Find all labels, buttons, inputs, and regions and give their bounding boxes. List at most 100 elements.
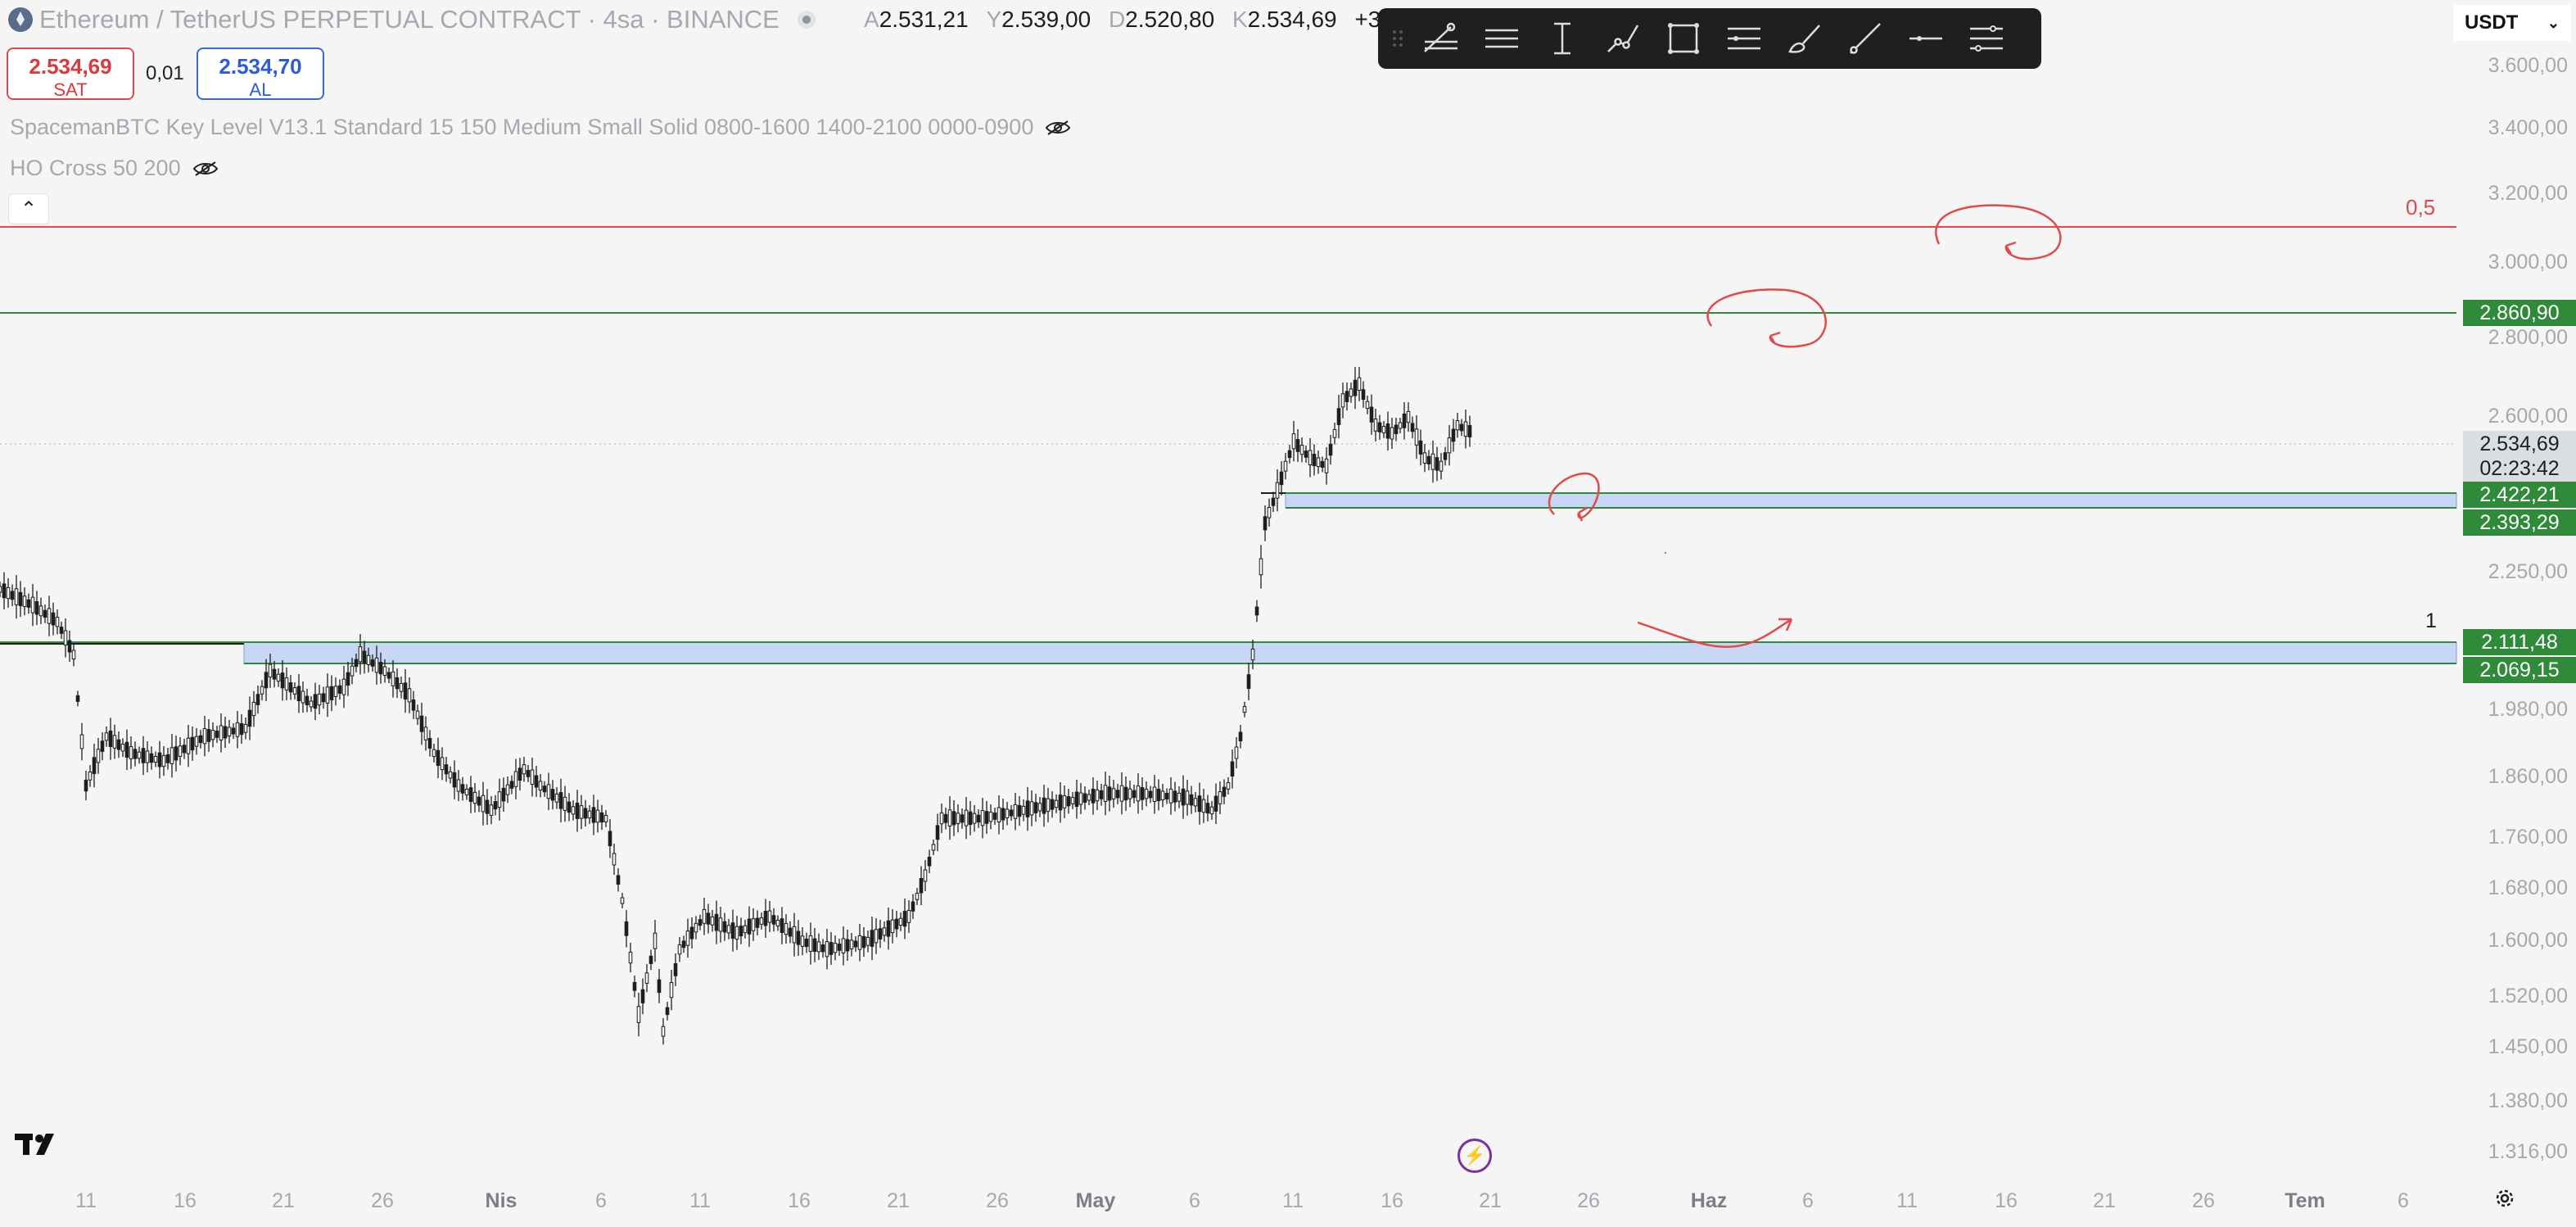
symbol-title[interactable]: Ethereum / TetherUS PERPETUAL CONTRACT ·… (39, 5, 780, 34)
candle-body (1349, 388, 1354, 397)
drawing-toolbar[interactable] (1378, 8, 2041, 69)
time-axis-label: 16 (788, 1189, 811, 1212)
candle-body (386, 672, 391, 679)
flash-icon[interactable]: ⚡ (1457, 1139, 1492, 1173)
candle-body (1357, 377, 1362, 392)
candle-body (882, 927, 887, 936)
candle-body (96, 749, 101, 763)
candle-body (911, 901, 915, 912)
candle-body (1213, 795, 1218, 812)
candle-body (1082, 793, 1087, 803)
candle-body (734, 926, 739, 940)
hidden-eye-icon[interactable] (192, 161, 219, 177)
candle-body (558, 792, 563, 809)
ohlc-readout: A2.531,21 Y2.539,00 D2.520,80 K2.534,69 … (864, 7, 1400, 32)
buy-button[interactable]: 2.534,70 AL (197, 48, 324, 100)
brush-icon[interactable] (1774, 8, 1835, 69)
candle-body (432, 749, 436, 758)
indicator-keylevel[interactable]: SpacemanBTC Key Level V13.1 Standard 15 … (10, 115, 1071, 140)
candle-body (640, 989, 645, 1003)
candle-body (223, 726, 228, 739)
horizontal-line-icon[interactable] (1896, 8, 1956, 69)
vertical-range-icon[interactable] (1532, 8, 1593, 69)
candle-body (685, 930, 690, 946)
candle-body (1402, 413, 1407, 428)
candle-body (612, 853, 617, 866)
zone-top-price-tag[interactable]: 2.422,21 (2463, 482, 2576, 508)
candle-body (63, 630, 68, 645)
multi-line-icon[interactable] (1714, 8, 1774, 69)
candle-body (1132, 790, 1137, 799)
gear-icon[interactable] (2492, 1186, 2517, 1211)
candle-body (1025, 800, 1030, 817)
price-axis-label: 1.316,00 (2488, 1140, 2568, 1163)
indicator-label[interactable]: HO Cross 50 200 (10, 156, 181, 180)
candle-body (186, 737, 191, 754)
price-axis-label: 1.680,00 (2488, 876, 2568, 899)
candle-body (194, 736, 199, 747)
candle-body (665, 1007, 670, 1016)
candle-body (1435, 457, 1439, 471)
candle-body (284, 677, 289, 690)
symbol-header[interactable]: Ethereum / TetherUS PERPETUAL CONTRACT ·… (8, 5, 816, 34)
candle-body (1189, 794, 1194, 806)
candle-body (1062, 795, 1067, 808)
candle-body (1336, 408, 1341, 425)
rectangle-icon[interactable] (1653, 8, 1714, 69)
candle-body (1087, 794, 1091, 801)
candle-body (890, 919, 895, 934)
candle-body (1058, 795, 1063, 811)
tradingview-logo-icon[interactable] (13, 1129, 66, 1166)
candle-body (346, 672, 350, 686)
candle-body (825, 941, 829, 958)
annotation-arrow (1637, 618, 1793, 649)
candle-body (722, 921, 727, 933)
trend-line-icon[interactable] (1411, 8, 1471, 69)
candle-body (677, 944, 682, 955)
level-price-tag[interactable]: 2.860,90 (2463, 300, 2576, 326)
candle-body (1283, 460, 1288, 472)
candle-body (1136, 786, 1141, 802)
candle-body (804, 938, 809, 948)
drag-handle-icon[interactable] (1390, 22, 1406, 55)
candle-body (1029, 801, 1034, 816)
time-axis-label: Tem (2285, 1189, 2325, 1212)
ray-icon[interactable] (1835, 8, 1896, 69)
parallel-lines-icon[interactable] (1471, 8, 1532, 69)
candle-body (784, 922, 789, 935)
candle-body (1001, 808, 1006, 821)
settings-lines-icon[interactable] (1956, 8, 2017, 69)
market-status-icon[interactable] (797, 11, 816, 29)
candle-body (317, 693, 322, 706)
candle-body (55, 617, 60, 627)
zone-bottom-price-tag[interactable]: 2.069,15 (2463, 657, 2576, 683)
indicator-label[interactable]: SpacemanBTC Key Level V13.1 Standard 15 … (10, 115, 1034, 139)
hidden-eye-icon[interactable] (1045, 120, 1071, 136)
candle-body (931, 844, 936, 851)
candle-body (1128, 788, 1132, 799)
candle-body (1103, 785, 1108, 802)
candle-body (1234, 746, 1239, 759)
indicator-ho-cross[interactable]: HO Cross 50 200 (10, 156, 219, 181)
collapse-indicators-button[interactable]: ⌃ (8, 193, 49, 224)
candle-body (915, 893, 920, 900)
candle-body (546, 784, 551, 799)
zone-bottom-price-tag[interactable]: 2.393,29 (2463, 509, 2576, 536)
candle-body (43, 609, 47, 618)
candle-body (489, 804, 494, 816)
candle-body (984, 811, 989, 824)
candle-body (1467, 425, 1472, 437)
zone-top-price-tag[interactable]: 2.111,48 (2463, 629, 2576, 655)
candle-body (874, 929, 879, 944)
candle-body (1009, 809, 1014, 817)
path-icon[interactable] (1593, 8, 1653, 69)
candle-body (133, 749, 138, 759)
candle-body (456, 779, 461, 792)
candle-body (661, 1026, 666, 1037)
sell-button[interactable]: 2.534,69 SAT (7, 48, 134, 100)
demand-zone-lower (243, 641, 2457, 664)
candle-body (714, 913, 719, 931)
candle-body (1246, 674, 1251, 690)
currency-select[interactable]: USDT ⌄ (2453, 5, 2571, 41)
